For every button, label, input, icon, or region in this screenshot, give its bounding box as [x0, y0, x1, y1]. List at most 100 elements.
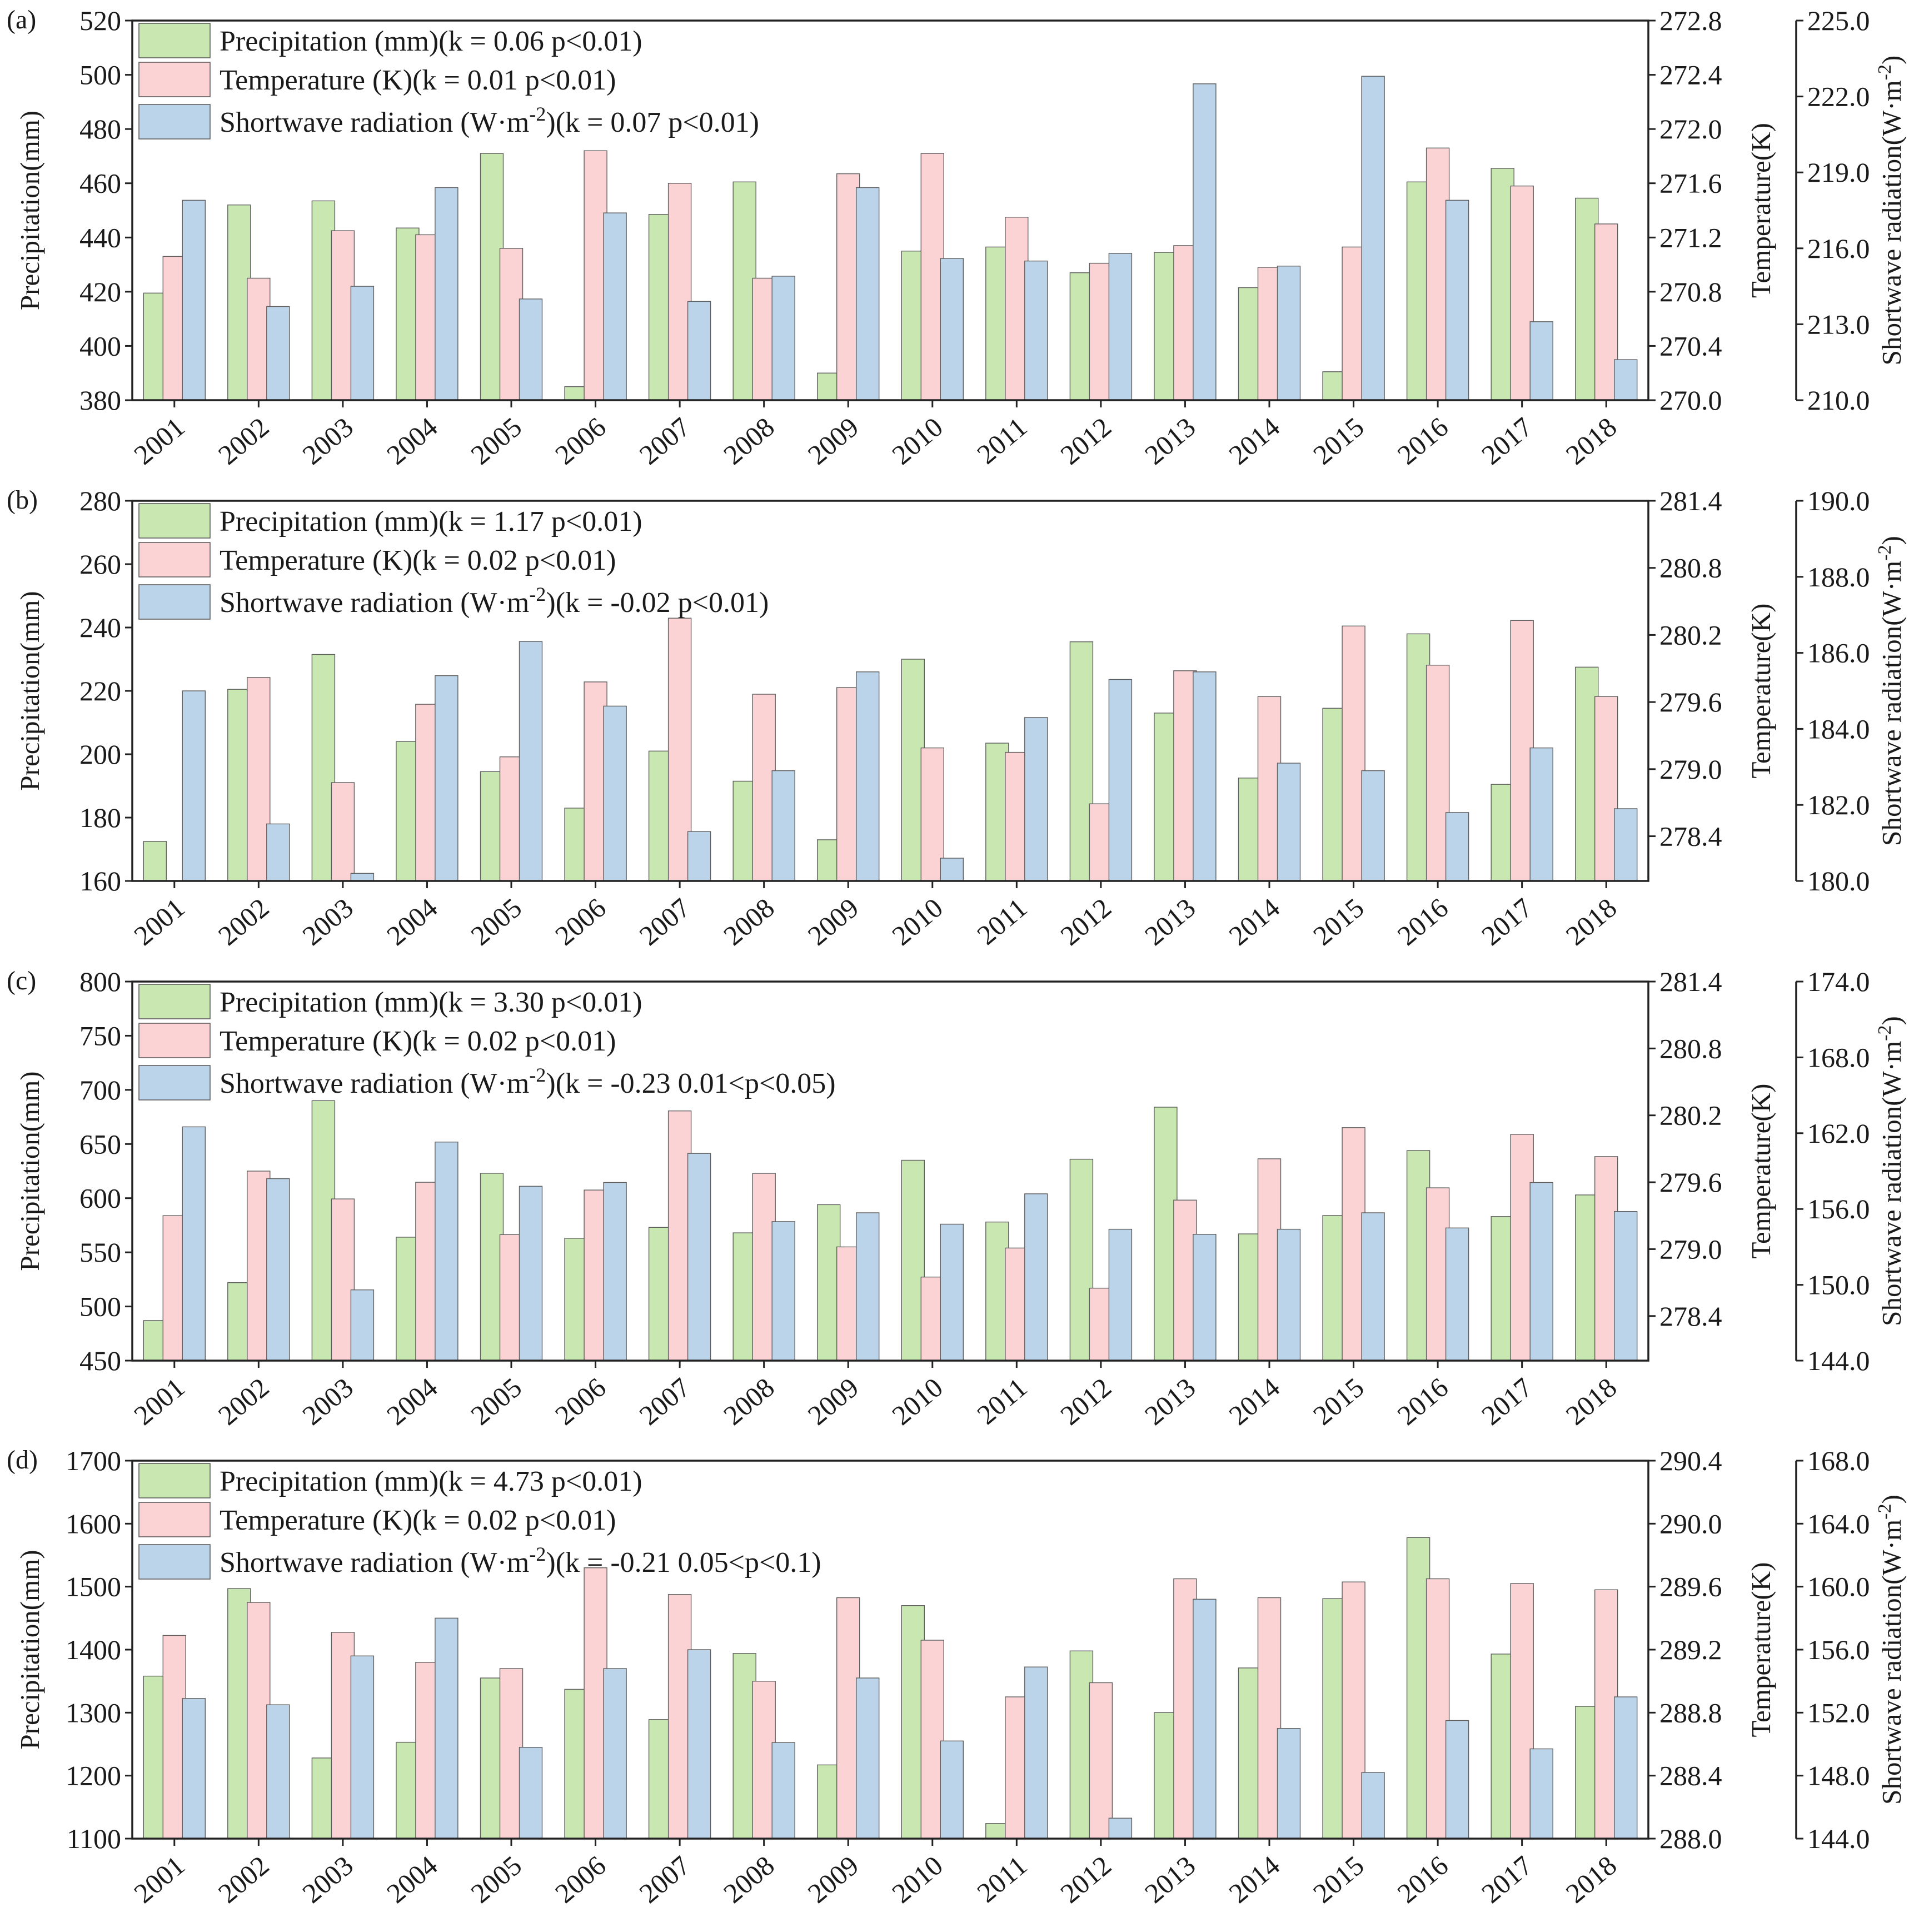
left-tick-label: 460 — [79, 168, 121, 199]
left-tick-label: 240 — [79, 612, 121, 643]
bar-temperature-2001 — [162, 1635, 186, 1839]
legend-swatch-temperature — [138, 1502, 211, 1537]
bar-shortwave-radiation-2007 — [687, 831, 711, 882]
temperature-axis-title: Temperature(K) — [1746, 1084, 1776, 1259]
x-tick-label-2007: 2007 — [634, 1850, 696, 1909]
bar-temperature-2015 — [1342, 625, 1365, 882]
left-tick-label: 280 — [79, 485, 121, 516]
shortwave-tick-label: 156.0 — [1807, 1193, 1870, 1224]
bar-precipitation-2003 — [311, 1757, 336, 1839]
x-tick-label-2010: 2010 — [886, 1372, 949, 1431]
bar-temperature-2010 — [920, 1276, 945, 1361]
x-tick-label-2002: 2002 — [212, 892, 275, 952]
bar-shortwave-radiation-2010 — [940, 1223, 964, 1361]
shortwave-axis-title: Shortwave radiation(W·m-2) — [1875, 56, 1907, 366]
shortwave-tick-label: 152.0 — [1807, 1697, 1870, 1728]
bar-shortwave-radiation-2018 — [1613, 1211, 1638, 1361]
right-tick-label: 270.0 — [1659, 385, 1722, 416]
x-tick-label-2011: 2011 — [971, 892, 1033, 951]
shortwave-axis-title: Shortwave radiation(W·m-2) — [1875, 1016, 1907, 1326]
x-tick-label-2007: 2007 — [634, 892, 696, 952]
bar-shortwave-radiation-2017 — [1529, 1182, 1553, 1361]
bar-temperature-2002 — [247, 1171, 271, 1361]
bar-shortwave-radiation-2017 — [1529, 321, 1553, 401]
legend-swatch-shortwave-radiation — [138, 104, 211, 140]
bar-shortwave-radiation-2001 — [182, 690, 206, 882]
left-tick-label: 1500 — [66, 1571, 121, 1602]
x-tick-label-2012: 2012 — [1054, 892, 1117, 952]
bar-precipitation-2006 — [564, 808, 588, 882]
bar-shortwave-radiation-2001 — [182, 1698, 206, 1839]
bar-shortwave-radiation-2007 — [687, 1649, 711, 1839]
x-tick-label-2016: 2016 — [1392, 1850, 1454, 1909]
right-tick-label: 272.4 — [1659, 59, 1722, 91]
bar-shortwave-radiation-2013 — [1193, 83, 1217, 401]
x-tick-label-2017: 2017 — [1476, 411, 1538, 471]
bar-precipitation-2009 — [816, 1204, 841, 1361]
legend-swatch-precipitation — [138, 23, 211, 58]
panel-d: 1100 1200 1300 1400 1500 1600 1700 288.0 288.4 28… — [7, 1445, 1907, 1909]
right-tick-label: 272.8 — [1659, 5, 1722, 36]
x-tick-label-2009: 2009 — [802, 892, 865, 952]
bar-shortwave-radiation-2013 — [1193, 671, 1217, 882]
bar-shortwave-radiation-2017 — [1529, 747, 1553, 882]
bar-shortwave-radiation-2015 — [1361, 1772, 1385, 1839]
left-tick-label: 1400 — [66, 1634, 121, 1665]
bar-precipitation-2003 — [311, 654, 336, 882]
legend-swatch-shortwave-radiation — [138, 1544, 211, 1580]
bar-shortwave-radiation-2015 — [1361, 770, 1385, 882]
bar-precipitation-2016 — [1406, 1537, 1430, 1839]
legend-swatch-precipitation — [138, 984, 211, 1019]
x-tick-label-2009: 2009 — [802, 1850, 865, 1909]
x-tick-label-2013: 2013 — [1139, 411, 1202, 471]
legend-swatch-temperature — [138, 1023, 211, 1058]
bar-temperature-2001 — [162, 256, 186, 401]
bar-temperature-2004 — [415, 234, 439, 401]
bar-precipitation-2012 — [1069, 272, 1094, 401]
panel-b: 160 180 200 220 240 260 280 278.4 279.0 279.6 280.… — [7, 485, 1907, 952]
x-tick-label-2005: 2005 — [465, 1372, 527, 1431]
x-tick-label-2018: 2018 — [1560, 1850, 1623, 1909]
bar-temperature-2010 — [920, 153, 945, 401]
legend-swatch-shortwave-radiation — [138, 1065, 211, 1101]
bar-temperature-2003 — [331, 1632, 355, 1839]
left-tick-label: 1600 — [66, 1508, 121, 1539]
bar-temperature-2013 — [1173, 670, 1197, 882]
shortwave-tick-label: 219.0 — [1807, 157, 1870, 188]
shortwave-tick-label: 162.0 — [1807, 1118, 1870, 1149]
bar-precipitation-2016 — [1406, 181, 1430, 401]
x-tick-label-2014: 2014 — [1223, 411, 1285, 471]
bar-shortwave-radiation-2004 — [435, 187, 458, 401]
bar-temperature-2018 — [1594, 1156, 1618, 1361]
x-tick-label-2004: 2004 — [381, 1372, 443, 1431]
shortwave-tick-label: 190.0 — [1807, 485, 1870, 516]
right-tick-label: 280.2 — [1659, 619, 1722, 650]
right-tick-label: 278.4 — [1659, 821, 1722, 852]
x-tick-label-2018: 2018 — [1560, 411, 1623, 471]
x-tick-label-2003: 2003 — [296, 1372, 359, 1431]
bar-temperature-2010 — [920, 1640, 945, 1839]
x-tick-label-2007: 2007 — [634, 411, 696, 471]
precipitation-axis-title: Precipitation(mm) — [14, 1071, 45, 1271]
bar-precipitation-2007 — [648, 1227, 672, 1361]
bar-temperature-2017 — [1510, 620, 1534, 882]
precipitation-axis-title: Precipitation(mm) — [14, 111, 45, 310]
x-tick-label-2013: 2013 — [1139, 1850, 1202, 1909]
left-tick-label: 650 — [79, 1128, 121, 1159]
shortwave-tick-label: 186.0 — [1807, 638, 1870, 669]
bar-temperature-2005 — [499, 756, 524, 882]
bar-temperature-2016 — [1425, 1578, 1450, 1839]
right-tick-label: 271.2 — [1659, 222, 1722, 253]
bar-shortwave-radiation-2015 — [1361, 76, 1385, 401]
panel-label: (c) — [7, 966, 36, 995]
x-tick-label-2006: 2006 — [549, 1372, 612, 1431]
bar-temperature-2007 — [667, 618, 692, 882]
bar-shortwave-radiation-2012 — [1108, 253, 1133, 401]
bar-temperature-2002 — [247, 277, 271, 401]
x-tick-label-2013: 2013 — [1139, 1372, 1202, 1431]
shortwave-tick-label: 148.0 — [1807, 1760, 1870, 1791]
bar-shortwave-radiation-2008 — [771, 1221, 795, 1361]
left-tick-label: 750 — [79, 1020, 121, 1051]
bar-shortwave-radiation-2012 — [1108, 1228, 1133, 1361]
